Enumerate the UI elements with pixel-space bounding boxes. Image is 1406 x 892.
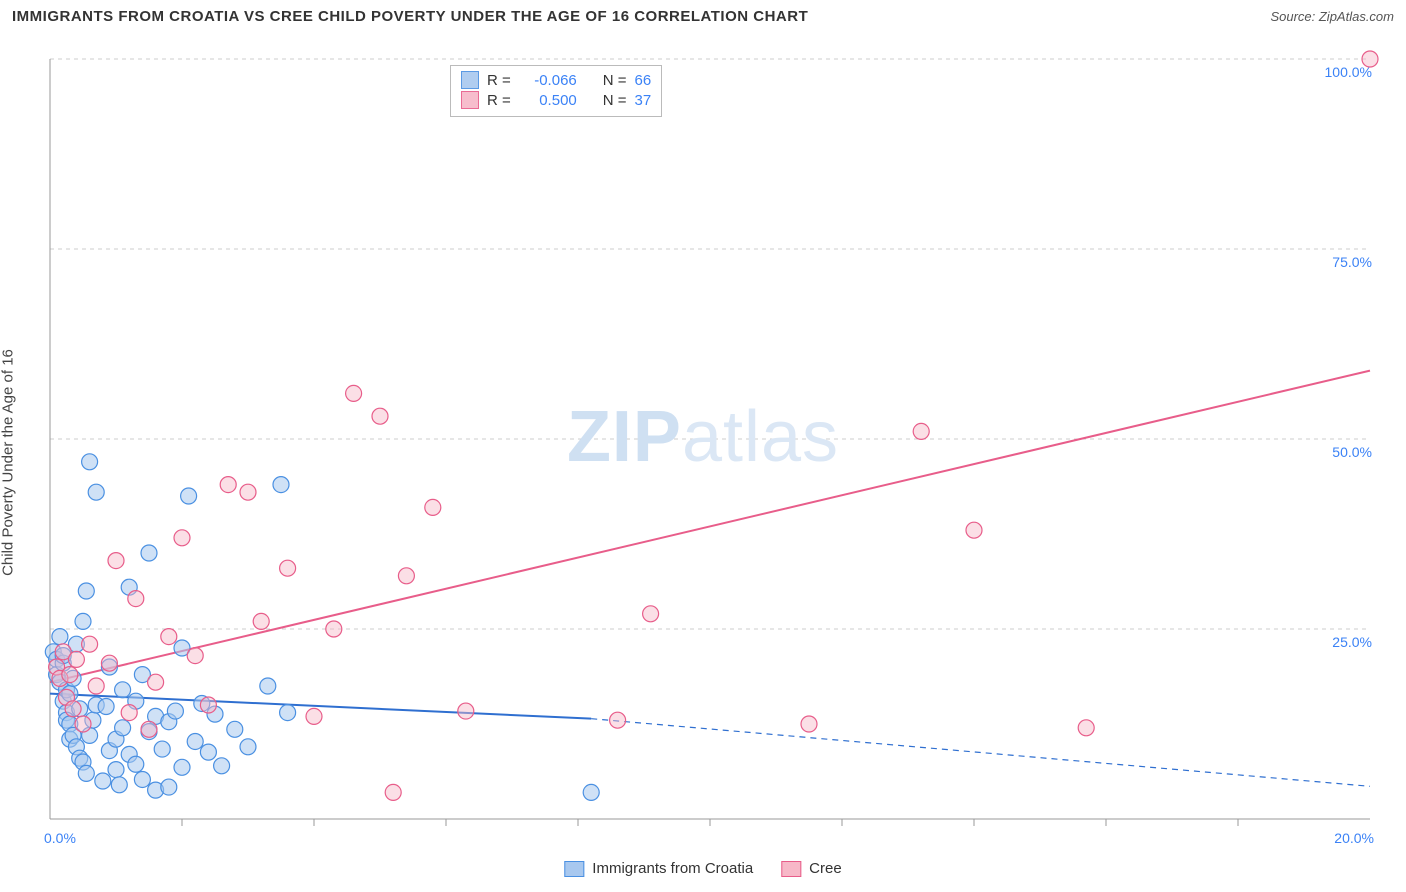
trend-cree (50, 371, 1370, 683)
point-croatia (82, 454, 98, 470)
point-croatia (161, 779, 177, 795)
source-prefix: Source: (1270, 9, 1318, 24)
point-croatia (174, 759, 190, 775)
point-croatia (214, 758, 230, 774)
point-cree (220, 477, 236, 493)
point-croatia (141, 545, 157, 561)
point-croatia (95, 773, 111, 789)
y-axis-title: Child Poverty Under the Age of 16 (0, 349, 17, 576)
point-cree (306, 708, 322, 724)
point-cree (240, 484, 256, 500)
point-cree (398, 568, 414, 584)
point-croatia (128, 756, 144, 772)
point-croatia (280, 705, 296, 721)
point-cree (88, 678, 104, 694)
point-croatia (52, 629, 68, 645)
point-cree (425, 499, 441, 515)
swatch-icon (461, 71, 479, 89)
point-croatia (108, 762, 124, 778)
point-cree (65, 701, 81, 717)
point-croatia (78, 765, 94, 781)
point-croatia (115, 720, 131, 736)
point-cree (385, 784, 401, 800)
point-croatia (154, 741, 170, 757)
point-cree (280, 560, 296, 576)
stat-r-value: -0.066 (519, 72, 577, 89)
point-cree (82, 636, 98, 652)
y-tick-label: 100.0% (1325, 64, 1372, 80)
stats-row: R = -0.066 N = 66 (461, 70, 651, 90)
source-name: ZipAtlas.com (1319, 9, 1394, 24)
point-cree (101, 655, 117, 671)
point-croatia (200, 744, 216, 760)
point-cree (1362, 51, 1378, 67)
point-cree (913, 423, 929, 439)
point-cree (610, 712, 626, 728)
series-legend: Immigrants from Croatia Cree (564, 860, 841, 877)
stat-n-label: N = (603, 92, 627, 109)
point-cree (643, 606, 659, 622)
point-croatia (111, 777, 127, 793)
point-cree (75, 716, 91, 732)
legend-label: Immigrants from Croatia (592, 860, 753, 877)
point-cree (161, 629, 177, 645)
point-cree (108, 553, 124, 569)
point-croatia (98, 699, 114, 715)
point-croatia (75, 613, 91, 629)
legend-label: Cree (809, 860, 842, 877)
stat-r-label: R = (487, 72, 511, 89)
point-cree (62, 667, 78, 683)
point-cree (187, 648, 203, 664)
chart-title: IMMIGRANTS FROM CROATIA VS CREE CHILD PO… (12, 8, 808, 25)
y-tick-label: 25.0% (1332, 634, 1372, 650)
y-tick-label: 50.0% (1332, 444, 1372, 460)
point-cree (174, 530, 190, 546)
point-croatia (134, 771, 150, 787)
source-label: Source: ZipAtlas.com (1270, 9, 1394, 24)
point-croatia (583, 784, 599, 800)
point-cree (1078, 720, 1094, 736)
point-cree (128, 591, 144, 607)
point-cree (121, 705, 137, 721)
point-cree (68, 651, 84, 667)
point-croatia (273, 477, 289, 493)
point-croatia (240, 739, 256, 755)
y-tick-label: 75.0% (1332, 254, 1372, 270)
point-cree (200, 697, 216, 713)
scatter-plot: 25.0% 50.0% 75.0% 100.0% 0.0% 20.0% (0, 29, 1406, 879)
point-cree (372, 408, 388, 424)
point-croatia (181, 488, 197, 504)
stats-row: R = 0.500 N = 37 (461, 90, 651, 110)
point-cree (326, 621, 342, 637)
swatch-icon (781, 861, 801, 877)
swatch-icon (564, 861, 584, 877)
point-cree (148, 674, 164, 690)
point-croatia (115, 682, 131, 698)
point-cree (141, 721, 157, 737)
chart-area: Child Poverty Under the Age of 16 ZIPatl… (0, 29, 1406, 879)
point-cree (346, 385, 362, 401)
point-croatia (88, 484, 104, 500)
trend-croatia-dash (591, 719, 1370, 787)
point-croatia (260, 678, 276, 694)
stats-legend: R = -0.066 N = 66 R = 0.500 N = 37 (450, 65, 662, 117)
swatch-icon (461, 91, 479, 109)
point-cree (801, 716, 817, 732)
x-left-label: 0.0% (44, 830, 76, 846)
stat-r-label: R = (487, 92, 511, 109)
stat-r-value: 0.500 (519, 92, 577, 109)
x-right-label: 20.0% (1334, 830, 1374, 846)
point-cree (253, 613, 269, 629)
legend-item: Cree (781, 860, 842, 877)
point-cree (966, 522, 982, 538)
stat-n-value: 66 (635, 72, 652, 89)
point-cree (458, 703, 474, 719)
point-croatia (187, 733, 203, 749)
point-croatia (227, 721, 243, 737)
point-croatia (167, 703, 183, 719)
legend-item: Immigrants from Croatia (564, 860, 753, 877)
stat-n-value: 37 (635, 92, 652, 109)
stat-n-label: N = (603, 72, 627, 89)
point-croatia (78, 583, 94, 599)
